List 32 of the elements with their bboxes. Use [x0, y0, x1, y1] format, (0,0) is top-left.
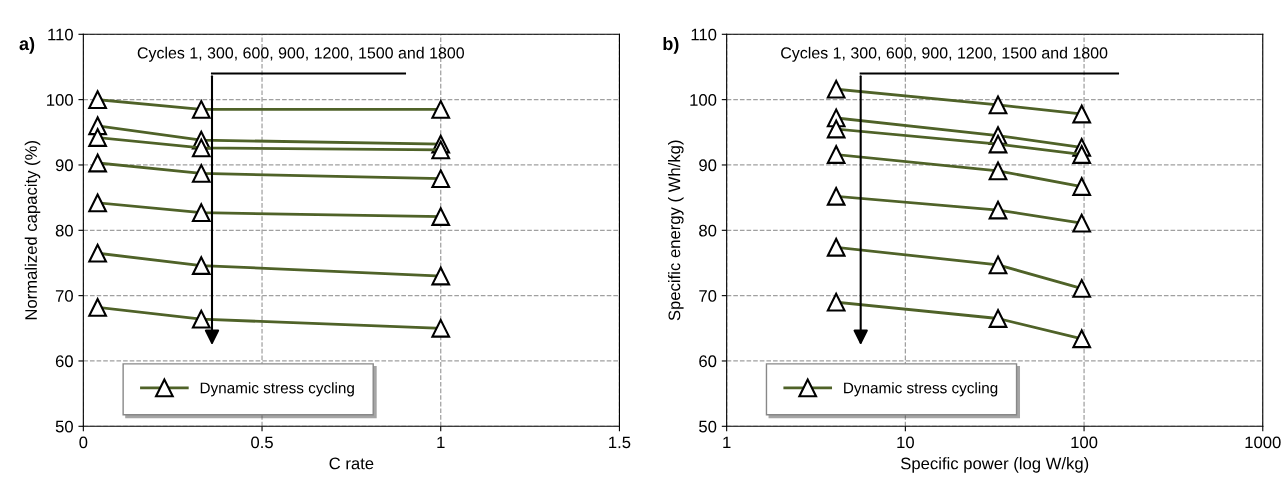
y-tick-label: 50 — [699, 420, 717, 433]
legend-label: Dynamic stress cycling — [844, 382, 998, 397]
x-tick-label: 10 — [897, 436, 914, 449]
text: a) — [19, 36, 35, 54]
x-tick-label: 1 — [723, 436, 731, 449]
x-tick-label: 1 — [437, 436, 445, 449]
y-tick-label: 70 — [55, 290, 73, 302]
y-tick-label: 100 — [47, 94, 73, 106]
x-axis-title: Specific power (log W/kg) — [901, 457, 1089, 473]
y-axis-title: Normalized capacity (%) — [24, 141, 41, 320]
y-tick-label: 100 — [690, 94, 717, 106]
x-tick-label: 0 — [79, 436, 88, 449]
x-tick-label: 100 — [1071, 436, 1098, 449]
y-tick-label: 90 — [699, 159, 717, 172]
y-tick-label: 50 — [55, 420, 73, 433]
x-tick-label: 1000 — [1245, 436, 1281, 449]
y-tick-label: 90 — [55, 159, 73, 172]
y-tick-label: 70 — [699, 290, 717, 302]
x-tick-label: 1.5 — [609, 436, 631, 449]
y-tick-label: 110 — [691, 28, 717, 41]
y-tick-label: 60 — [699, 355, 717, 368]
y-tick-label: 80 — [699, 224, 717, 237]
y-tick-label: 80 — [55, 224, 73, 237]
x-tick-label: 0.5 — [251, 436, 273, 449]
legend-label: Dynamic stress cycling — [200, 382, 354, 397]
text: b) — [663, 36, 679, 54]
y-axis-title: Specific energy ( Wh/kg) — [668, 140, 684, 321]
x-axis-title: C rate — [329, 457, 374, 470]
y-tick-label: 60 — [55, 355, 73, 368]
annotation: Cycles 1, 300, 600, 900, 1200, 1500 and 1800 — [781, 46, 1108, 62]
annotation: Cycles 1, 300, 600, 900, 1200, 1500 and 1800 — [137, 46, 464, 62]
y-tick-label: 110 — [48, 28, 73, 41]
